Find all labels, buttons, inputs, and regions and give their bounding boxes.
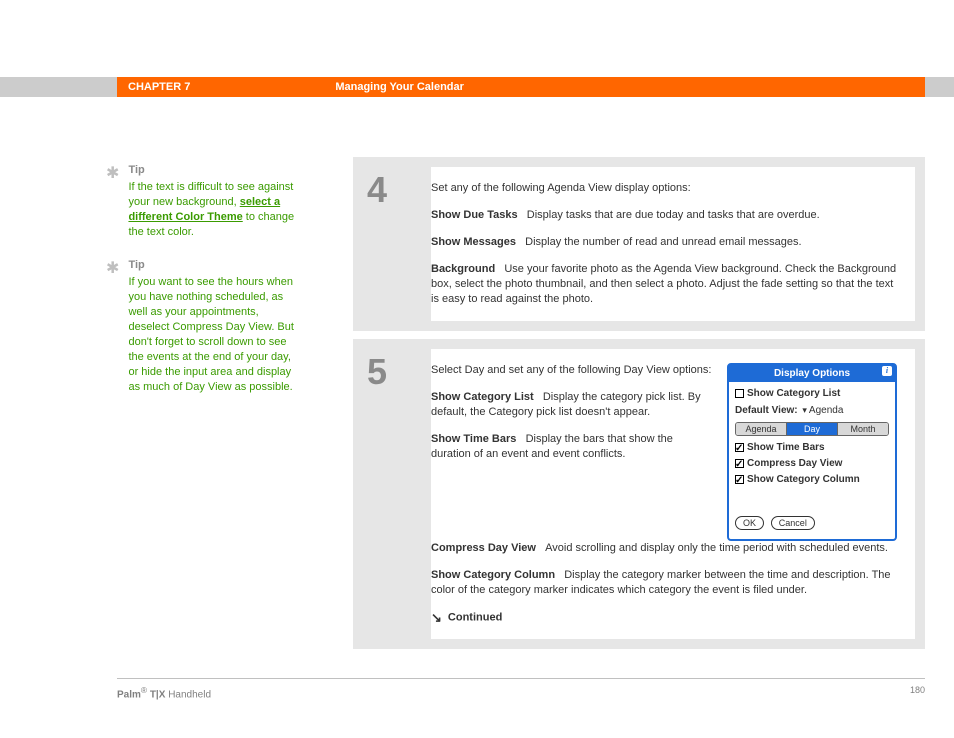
option-row: Compress Day View Avoid scrolling and di… xyxy=(431,541,897,556)
checkbox-icon[interactable] xyxy=(735,443,744,452)
option-desc: Display tasks that are due today and tas… xyxy=(527,209,820,221)
option-label: Show Category List xyxy=(431,391,534,403)
checkbox-label: Show Time Bars xyxy=(747,442,825,453)
default-view-dropdown[interactable]: Agenda xyxy=(800,403,843,418)
step-number: 5 xyxy=(353,339,431,649)
step-4-box: 4 Set any of the following Agenda View d… xyxy=(353,157,925,331)
checkbox-icon[interactable] xyxy=(735,389,744,398)
info-icon[interactable]: i xyxy=(882,366,892,376)
footer-brand-name: Palm xyxy=(117,689,141,700)
option-row: Background Use your favorite photo as th… xyxy=(431,262,897,307)
option-desc: Avoid scrolling and display only the tim… xyxy=(545,542,888,554)
display-options-dialog: Display Options i Show Category List Def… xyxy=(727,363,897,541)
checkbox-label: Show Category Column xyxy=(747,474,860,485)
dialog-body: Show Category List Default View: Agenda … xyxy=(729,382,895,490)
step-intro: Set any of the following Agenda View dis… xyxy=(431,181,897,196)
option-label: Compress Day View xyxy=(431,542,536,554)
page-number: 180 xyxy=(910,685,925,700)
checkbox-label: Show Category List xyxy=(747,388,840,399)
view-tabs: Agenda Day Month xyxy=(735,422,889,436)
option-desc: Display the number of read and unread em… xyxy=(525,236,801,248)
ok-button[interactable]: OK xyxy=(735,516,764,530)
checkbox-icon[interactable] xyxy=(735,475,744,484)
continued-text: Continued xyxy=(448,611,502,623)
step-body: Set any of the following Agenda View dis… xyxy=(431,167,915,321)
dialog-title-text: Display Options xyxy=(774,368,850,379)
tip-block: ✱ Tip If the text is difficult to see ag… xyxy=(106,163,306,240)
step-body: Select Day and set any of the following … xyxy=(431,349,915,639)
option-desc: Use your favorite photo as the Agenda Vi… xyxy=(431,263,896,305)
tip-content: Tip If the text is difficult to see agai… xyxy=(128,163,298,240)
checkbox-icon[interactable] xyxy=(735,459,744,468)
option-row: Show Due Tasks Display tasks that are du… xyxy=(431,208,897,223)
tip-heading: Tip xyxy=(128,163,298,178)
option-label: Show Due Tasks xyxy=(431,209,518,221)
sidebar-tips: ✱ Tip If the text is difficult to see ag… xyxy=(106,163,306,413)
step-5-box: 5 Select Day and set any of the followin… xyxy=(353,339,925,649)
tip-heading: Tip xyxy=(128,258,298,273)
cancel-button[interactable]: Cancel xyxy=(771,516,815,530)
tab-day[interactable]: Day xyxy=(787,423,838,435)
option-label: Show Messages xyxy=(431,236,516,248)
option-label: Show Category Column xyxy=(431,569,555,581)
default-view-label: Default View: xyxy=(735,405,798,416)
dialog-checkbox-row[interactable]: Show Category List xyxy=(735,386,889,401)
footer-brand: Palm® T|X Handheld xyxy=(117,685,211,700)
option-row: Show Messages Display the number of read… xyxy=(431,235,897,250)
option-label: Background xyxy=(431,263,495,275)
chapter-bar: CHAPTER 7 Managing Your Calendar xyxy=(117,77,925,97)
dialog-checkbox-row[interactable]: Show Time Bars xyxy=(735,440,889,455)
option-row: Show Time Bars Display the bars that sho… xyxy=(431,432,713,462)
tab-agenda[interactable]: Agenda xyxy=(736,423,787,435)
tip-content: Tip If you want to see the hours when yo… xyxy=(128,258,298,395)
default-view-row: Default View: Agenda xyxy=(735,403,889,418)
step-intro: Select Day and set any of the following … xyxy=(431,363,713,378)
dialog-button-row: OK Cancel xyxy=(729,490,895,535)
footer-model: T|X xyxy=(150,689,166,700)
option-row: Show Category List Display the category … xyxy=(431,390,713,420)
dialog-titlebar: Display Options i xyxy=(729,365,895,382)
footer-desc: Handheld xyxy=(168,689,211,700)
continued-indicator: ↘ Continued xyxy=(431,610,897,625)
tab-month[interactable]: Month xyxy=(838,423,888,435)
checkbox-label: Compress Day View xyxy=(747,458,842,469)
chapter-title: Managing Your Calendar xyxy=(335,81,464,93)
option-label: Show Time Bars xyxy=(431,433,516,445)
dialog-checkbox-row[interactable]: Show Category Column xyxy=(735,472,889,487)
step-number: 4 xyxy=(353,157,431,331)
arrow-down-right-icon: ↘ xyxy=(431,610,442,625)
option-row: Show Category Column Display the categor… xyxy=(431,568,897,598)
chapter-number: CHAPTER 7 xyxy=(128,81,190,93)
tip-block: ✱ Tip If you want to see the hours when … xyxy=(106,258,306,395)
main-content: 4 Set any of the following Agenda View d… xyxy=(353,157,925,657)
asterisk-icon: ✱ xyxy=(106,258,124,278)
page-footer: Palm® T|X Handheld 180 xyxy=(117,678,925,700)
asterisk-icon: ✱ xyxy=(106,163,124,183)
tip-text: If you want to see the hours when you ha… xyxy=(128,276,293,393)
dialog-checkbox-row[interactable]: Compress Day View xyxy=(735,456,889,471)
